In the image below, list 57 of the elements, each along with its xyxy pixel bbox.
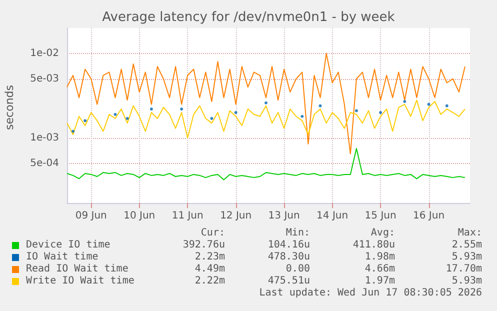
chart-title: Average latency for /dev/nvme0n1 - by week <box>102 10 396 25</box>
x-tick-label: 13 Jun <box>268 210 300 222</box>
text: 2.55m <box>452 240 482 250</box>
line-series <box>66 52 466 154</box>
text: 1.98m <box>364 252 395 262</box>
y-tick-label: 1e-03 <box>30 132 59 144</box>
point <box>210 116 214 120</box>
legend-label: Device IO time <box>26 240 110 250</box>
text: 2.23m <box>194 252 225 262</box>
text: Avg: <box>370 228 395 238</box>
point <box>150 108 153 111</box>
text: 2.22m <box>194 276 225 286</box>
text: 1.97m <box>364 276 395 286</box>
text: Min: <box>286 228 310 238</box>
y-tick-label: 5e-04 <box>30 158 59 169</box>
point <box>403 100 406 103</box>
x-tick-label: 12 Jun <box>220 210 252 222</box>
text: 5.93m <box>452 252 482 262</box>
text: 478.30u <box>268 252 310 262</box>
point <box>445 104 448 108</box>
point <box>427 102 430 106</box>
y-tick-label: 1e-02 <box>30 48 59 59</box>
text: 411.80u <box>352 240 395 250</box>
point <box>264 101 268 104</box>
text: Cur: <box>200 228 225 238</box>
point <box>354 109 358 112</box>
text: 17.70m <box>446 264 482 274</box>
point <box>180 108 184 111</box>
legend-label: Read IO Wait time <box>26 264 128 274</box>
x-tick-label: 15 Jun <box>364 210 396 222</box>
text: Max: <box>458 228 482 238</box>
text: 475.51u <box>268 276 310 286</box>
point <box>234 111 238 114</box>
legend-label: Write IO Wait time <box>26 276 134 286</box>
point <box>379 111 382 114</box>
x-tick-label: 14 Jun <box>316 210 348 222</box>
x-tick-label: 16 Jun <box>413 210 445 222</box>
point <box>126 116 129 120</box>
text: Last update: Wed Jun 17 08:30:05 2026 <box>259 288 482 298</box>
point <box>84 119 87 122</box>
text: 4.49m <box>194 264 225 274</box>
x-tick-label: 09 Jun <box>75 210 107 222</box>
line-series <box>66 148 466 180</box>
y-axis-title: seconds <box>3 84 16 130</box>
text: 5.93m <box>452 276 482 286</box>
point <box>300 114 304 118</box>
x-tick-label: 11 Jun <box>172 210 204 222</box>
x-tick-label: 10 Jun <box>124 210 156 222</box>
point <box>72 130 75 133</box>
line-series <box>66 100 466 138</box>
point <box>114 112 117 116</box>
text: 392.76u <box>182 240 225 250</box>
legend-label: IO Wait time <box>26 252 98 262</box>
text: 4.66m <box>364 264 395 274</box>
text: 0.00 <box>286 264 310 274</box>
y-tick-label: 5e-03 <box>30 73 59 84</box>
text: 104.16u <box>268 240 310 250</box>
